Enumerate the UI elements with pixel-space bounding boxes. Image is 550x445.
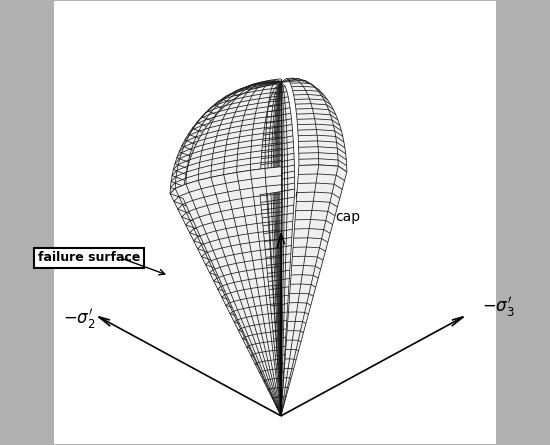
Text: failure surface: failure surface <box>38 251 140 264</box>
